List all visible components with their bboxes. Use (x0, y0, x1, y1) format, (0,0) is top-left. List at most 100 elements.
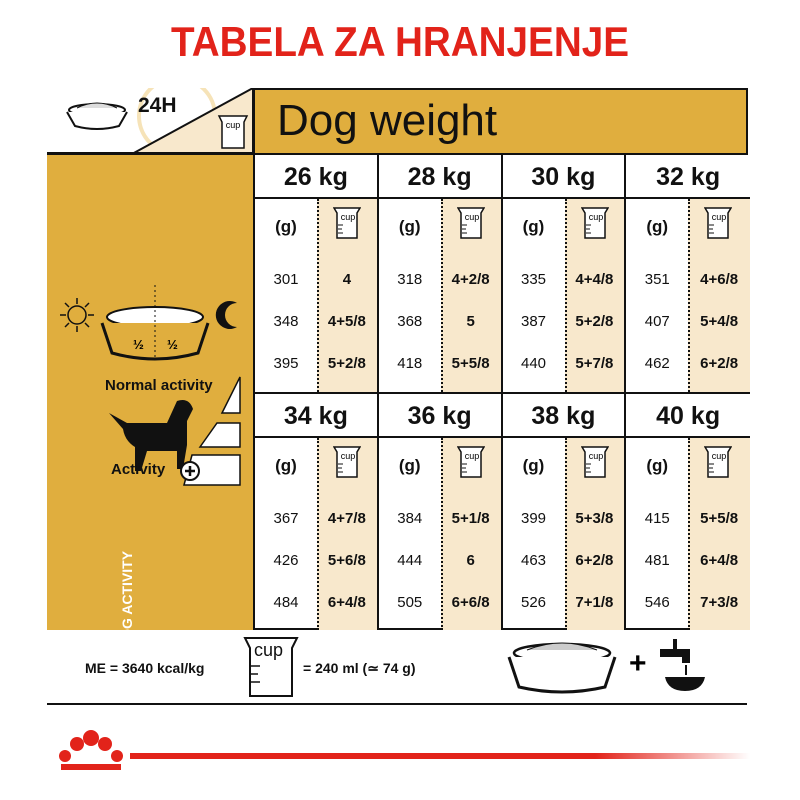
grams-value: 546 (644, 594, 670, 611)
weight-block: 34 kg (g) cup 367 4+7/8 426 5+6/8 484 6+4/8 (255, 392, 379, 630)
weight-block: 32 kg (g) cup 351 4+6/8 407 5+4/8 462 6+2/8 (626, 155, 750, 392)
cups-value: 4+4/8 (575, 271, 614, 288)
weight-block: 28 kg (g) cup 318 4+2/8 368 5 418 5+5/8 (378, 155, 503, 392)
water-tap-icon (660, 639, 705, 691)
left-panel: ½ ½ DOG ACTIVITY Normal activity Activit… (47, 153, 253, 650)
cups-value: 4+6/8 (700, 271, 739, 288)
bowl-water-illustration: + (507, 639, 705, 694)
cups-value: 5+3/8 (575, 510, 614, 527)
cups-value: 4+5/8 (327, 313, 366, 330)
svg-text:cup: cup (588, 212, 603, 222)
cup-icon: cup (456, 446, 486, 478)
plus-circle-icon (180, 461, 200, 481)
bowl-icon (507, 642, 617, 694)
cups-value: 5+5/8 (700, 510, 739, 527)
weight-label: 34 kg (255, 394, 377, 438)
grams-value: 526 (520, 594, 547, 611)
half-left: ½ (133, 337, 144, 352)
grams-header: (g) (522, 456, 545, 475)
cup-icon: cup (332, 207, 362, 239)
weight-label: 38 kg (502, 394, 625, 438)
grams-header: (g) (398, 456, 421, 475)
activity-plus-label: Activity (111, 461, 166, 478)
moon-icon (215, 301, 237, 329)
grams-value: 387 (520, 313, 547, 330)
grams-value: 415 (644, 510, 670, 527)
half-right: ½ (167, 337, 178, 352)
cups-value: 5+5/8 (451, 355, 490, 372)
feeding-illustration: ½ ½ (60, 285, 241, 486)
grams-value: 426 (273, 552, 299, 569)
weight-label: 26 kg (255, 155, 377, 199)
energy-label: ME = 3640 kcal/kg (85, 660, 205, 676)
grams-value: 395 (273, 355, 299, 372)
dog-weight-header: Dog weight (253, 88, 748, 154)
weight-block: 36 kg (g) cup 384 5+1/8 444 6 505 6+6/8 (378, 392, 503, 630)
cup-icon (243, 637, 299, 697)
weight-label: 32 kg (626, 155, 750, 199)
cup-icon: cup (580, 446, 609, 478)
svg-text:cup: cup (588, 451, 603, 461)
weight-block: 30 kg (g) cup 335 4+4/8 387 5+2/8 440 5+7/8 (502, 155, 627, 392)
grams-header: (g) (646, 456, 669, 475)
cup-equivalence: = 240 ml (≃ 74 g) (303, 660, 416, 676)
grams-header: (g) (646, 217, 669, 236)
grams-value: 351 (644, 271, 670, 288)
cups-value: 5+7/8 (575, 355, 614, 372)
footer-divider (47, 703, 747, 705)
cups-value: 5 (466, 313, 475, 330)
normal-activity-label: Normal activity (105, 377, 213, 394)
cups-value: 6+2/8 (700, 355, 739, 372)
cups-value: 4+2/8 (451, 271, 490, 288)
grams-value: 384 (397, 510, 423, 527)
plus-sign: + (629, 647, 647, 680)
cups-value: 4 (342, 271, 352, 288)
grams-value: 335 (520, 271, 547, 288)
grams-value: 481 (644, 552, 670, 569)
svg-text:cup: cup (464, 212, 479, 222)
grams-value: 348 (273, 313, 299, 330)
grams-value: 505 (397, 594, 423, 611)
cup-icon: cup (332, 446, 362, 478)
page-title: TABELA ZA HRANJENJE (171, 18, 629, 65)
grams-value: 368 (397, 313, 423, 330)
grams-value: 301 (273, 271, 299, 288)
svg-text:cup: cup (712, 451, 727, 461)
weight-label: 36 kg (378, 394, 501, 438)
cups-value: 5+2/8 (327, 355, 366, 372)
grams-header: (g) (275, 456, 297, 475)
cups-value: 7+3/8 (700, 594, 739, 611)
brand-red-line (130, 753, 750, 759)
weight-block: 40 kg (g) cup 415 5+5/8 481 6+4/8 546 7+3/8 (626, 392, 750, 630)
cups-value: 5+6/8 (327, 552, 366, 569)
cups-value: 6+6/8 (451, 594, 490, 611)
weight-block: 26 kg (g) cup 301 4 348 4+5/8 395 5+2/8 (255, 155, 379, 392)
activity-steps-icon (183, 376, 241, 486)
cup-icon: cup (456, 207, 486, 239)
dog-silhouette-icon (109, 400, 193, 471)
svg-text:cup: cup (712, 212, 727, 222)
royal-canin-crown-logo (59, 730, 123, 770)
weight-label: 28 kg (378, 155, 501, 199)
grams-header: (g) (522, 217, 545, 236)
grams-value: 407 (644, 313, 670, 330)
dog-activity-label: DOG ACTIVITY (119, 550, 135, 650)
cup-label: cup (254, 640, 284, 660)
cup-icon: cup (217, 115, 249, 149)
cups-value: 7+1/8 (575, 594, 614, 611)
sun-icon (60, 298, 94, 332)
svg-text:cup: cup (341, 212, 356, 222)
grams-value: 484 (273, 594, 299, 611)
weight-block: 38 kg (g) cup 399 5+3/8 463 6+2/8 526 7+1/8 (502, 392, 627, 630)
cup-icon: cup (580, 207, 609, 239)
cups-value: 6 (466, 552, 475, 569)
cup-icon: cup (703, 207, 733, 239)
cups-value: 5+4/8 (700, 313, 739, 330)
cup-icon: cup (703, 446, 733, 478)
cups-value: 6+4/8 (327, 594, 366, 611)
grams-value: 444 (397, 552, 423, 569)
cups-value: 6+2/8 (575, 552, 614, 569)
grams-value: 440 (520, 355, 547, 372)
grams-value: 318 (397, 271, 423, 288)
header-corner: cup (47, 88, 253, 154)
